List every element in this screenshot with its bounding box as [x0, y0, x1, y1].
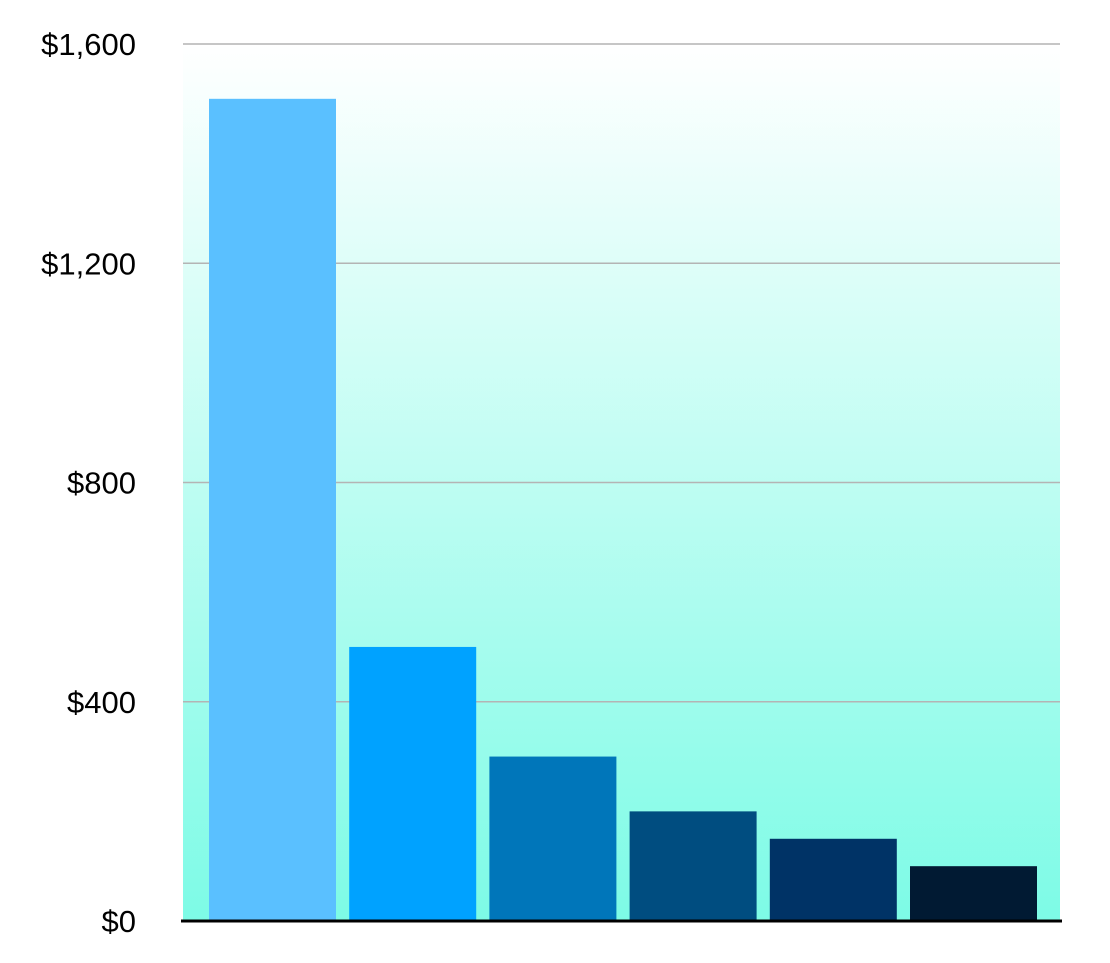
- bar-5: [769, 838, 897, 921]
- bar-6: [910, 866, 1037, 921]
- bar-1: [209, 98, 336, 921]
- y-tick-label: $0: [102, 904, 136, 939]
- bar-2: [349, 646, 477, 921]
- bar-4: [629, 811, 757, 921]
- bar-3: [489, 756, 617, 921]
- y-tick-label: $800: [67, 466, 136, 501]
- y-tick-label: $400: [67, 685, 136, 720]
- y-tick-label: $1,200: [41, 246, 136, 281]
- y-tick-label: $1,600: [41, 27, 136, 62]
